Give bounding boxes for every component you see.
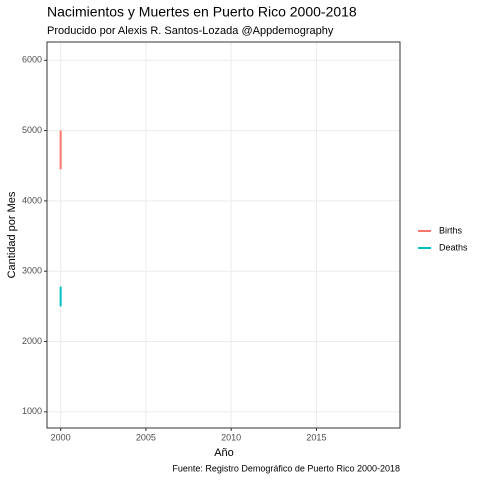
chart-title: Nacimientos y Muertes en Puerto Rico 200… [47, 4, 357, 20]
y-tick-label: 5000 [22, 125, 42, 135]
caption: Fuente: Registro Demográfico de Puerto R… [172, 463, 400, 473]
y-tick-label: 4000 [22, 195, 42, 205]
x-axis-label: Año [214, 447, 234, 459]
y-axis-label: Cantidad por Mes [6, 191, 18, 278]
chart-subtitle: Producido por Alexis R. Santos-Lozada @A… [47, 25, 334, 37]
x-tick-label: 2010 [221, 432, 241, 442]
legend-label: Deaths [439, 242, 468, 252]
y-tick-label: 2000 [22, 336, 42, 346]
y-tick-label: 3000 [22, 266, 42, 276]
x-tick-label: 2005 [136, 432, 156, 442]
y-tick-label: 6000 [22, 55, 42, 65]
legend-label: Births [439, 225, 463, 235]
x-tick-label: 2015 [306, 432, 326, 442]
x-tick-label: 2000 [51, 432, 71, 442]
plot-border [46, 41, 401, 429]
y-tick-label: 1000 [22, 406, 42, 416]
